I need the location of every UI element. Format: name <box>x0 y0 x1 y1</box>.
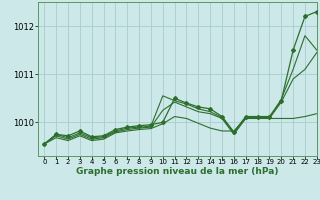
X-axis label: Graphe pression niveau de la mer (hPa): Graphe pression niveau de la mer (hPa) <box>76 167 279 176</box>
